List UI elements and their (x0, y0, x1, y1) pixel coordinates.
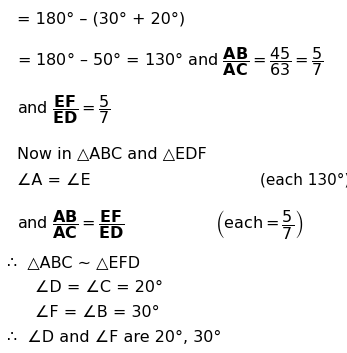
Text: ∴  ∠D and ∠F are 20°, 30°: ∴ ∠D and ∠F are 20°, 30° (7, 330, 221, 345)
Text: = 180° – 50° = 130° and $\dfrac{\mathbf{AB}}{\mathbf{AC}} = \dfrac{45}{63} = \df: = 180° – 50° = 130° and $\dfrac{\mathbf{… (17, 45, 324, 78)
Text: and $\dfrac{\mathbf{AB}}{\mathbf{AC}} = \dfrac{\mathbf{EF}}{\mathbf{ED}}$: and $\dfrac{\mathbf{AB}}{\mathbf{AC}} = … (17, 208, 125, 241)
Text: ∠A = ∠E: ∠A = ∠E (17, 173, 91, 187)
Text: $\left(\mathrm{each} = \dfrac{5}{7}\right)$: $\left(\mathrm{each} = \dfrac{5}{7}\righ… (215, 208, 304, 241)
Text: = 180° – (30° + 20°): = 180° – (30° + 20°) (17, 12, 186, 27)
Text: ∠D = ∠C = 20°: ∠D = ∠C = 20° (35, 280, 163, 295)
Text: and $\dfrac{\mathbf{EF}}{\mathbf{ED}} = \dfrac{5}{7}$: and $\dfrac{\mathbf{EF}}{\mathbf{ED}} = … (17, 93, 111, 126)
Text: Now in △ABC and △EDF: Now in △ABC and △EDF (17, 146, 207, 161)
Text: ∠F = ∠B = 30°: ∠F = ∠B = 30° (35, 305, 159, 320)
Text: (each 130°): (each 130°) (260, 173, 347, 187)
Text: ∴  △ABC ∼ △EFD: ∴ △ABC ∼ △EFD (7, 256, 140, 270)
